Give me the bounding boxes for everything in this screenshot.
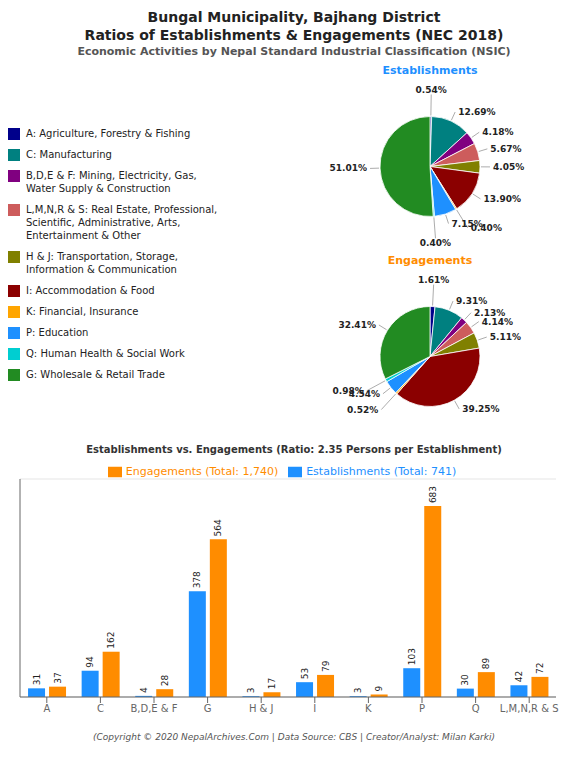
svg-text:K: K	[365, 703, 372, 714]
svg-text:4.05%: 4.05%	[493, 162, 524, 172]
svg-text:I: I	[313, 703, 316, 714]
svg-text:B,D,E & F: B,D,E & F	[130, 703, 177, 714]
svg-text:103: 103	[407, 648, 417, 665]
svg-text:4: 4	[139, 687, 149, 693]
svg-text:3: 3	[353, 687, 363, 693]
svg-text:3: 3	[246, 687, 256, 693]
svg-text:9: 9	[374, 685, 384, 691]
svg-text:0.40%: 0.40%	[470, 222, 502, 233]
svg-text:53: 53	[300, 668, 310, 679]
svg-text:79: 79	[321, 660, 331, 672]
html-text:Engagements: Engagements	[387, 254, 473, 267]
html-text:Establishments: Establishments	[382, 64, 478, 77]
html-text:Information & Communication: Information & Communication	[26, 264, 177, 275]
svg-text:13.90%: 13.90%	[483, 194, 521, 204]
html-text:Q: Human Health & Social Work: Q: Human Health & Social Work	[26, 348, 185, 359]
svg-text:51.01%: 51.01%	[330, 163, 368, 173]
html-text:Engagements (Total: 1,740): Engagements (Total: 1,740)	[125, 465, 279, 478]
html-text:B,D,E & F: Mining, Electricity: B,D,E & F: Mining, Electricity, Gas,	[26, 170, 197, 181]
svg-text:0.40%: 0.40%	[420, 238, 451, 248]
html-text:C: Manufacturing: C: Manufacturing	[26, 149, 112, 160]
svg-text:7.15%: 7.15%	[452, 219, 483, 229]
svg-text:4.18%: 4.18%	[482, 127, 513, 137]
svg-text:A: A	[43, 703, 50, 714]
html-text:Ratios of Establishments & Eng: Ratios of Establishments & Engagements (…	[84, 27, 504, 43]
svg-text:12.69%: 12.69%	[458, 107, 496, 117]
svg-text:31: 31	[32, 674, 42, 685]
svg-text:162: 162	[106, 632, 116, 649]
html-text:L,M,N,R & S: Real Estate, Prof: L,M,N,R & S: Real Estate, Professional,	[26, 204, 218, 215]
html-text:A: Agriculture, Forestry & Fis: A: Agriculture, Forestry & Fishing	[26, 128, 191, 139]
svg-text:0.54%: 0.54%	[416, 85, 447, 95]
svg-text:32.41%: 32.41%	[338, 320, 376, 330]
svg-text:564: 564	[213, 519, 223, 536]
html-text:Establishments (Total: 741): Establishments (Total: 741)	[306, 465, 457, 478]
svg-text:37: 37	[53, 672, 63, 683]
svg-text:39.25%: 39.25%	[462, 404, 500, 414]
svg-text:2.13%: 2.13%	[474, 307, 506, 318]
html-text:G: Wholesale & Retail Trade: G: Wholesale & Retail Trade	[26, 369, 165, 380]
html-text:Economic Activities by Nepal S: Economic Activities by Nepal Standard In…	[77, 45, 511, 58]
svg-text:9.31%: 9.31%	[456, 296, 487, 306]
html-text:Bungal Municipality, Bajhang D: Bungal Municipality, Bajhang District	[147, 9, 441, 25]
svg-text:5.67%: 5.67%	[490, 144, 521, 154]
svg-text:Q: Q	[472, 703, 480, 714]
svg-text:683: 683	[428, 486, 438, 503]
html-text:Scientific, Administrative, Ar: Scientific, Administrative, Arts,	[26, 217, 181, 228]
svg-text:89: 89	[481, 657, 491, 669]
svg-text:0.98%: 0.98%	[332, 386, 363, 396]
svg-text:4.14%: 4.14%	[482, 317, 513, 327]
svg-text:C: C	[97, 703, 104, 714]
svg-text:42: 42	[514, 671, 524, 682]
html-text:H & J: Transportation, Storage: H & J: Transportation, Storage,	[26, 251, 178, 262]
svg-text:4.54%: 4.54%	[348, 388, 380, 399]
svg-text:5.11%: 5.11%	[490, 332, 521, 342]
svg-text:17: 17	[267, 678, 277, 689]
svg-text:28: 28	[160, 674, 170, 686]
svg-text:H & J: H & J	[249, 703, 274, 714]
svg-text:72: 72	[535, 662, 545, 673]
html-text:P: Education: P: Education	[26, 327, 89, 338]
svg-text:P: P	[419, 703, 425, 714]
svg-text:G: G	[204, 703, 212, 714]
svg-text:94: 94	[85, 656, 95, 668]
svg-text:L,M,N,R & S: L,M,N,R & S	[500, 703, 559, 714]
html-text:(Copyright © 2020 NepalArchive: (Copyright © 2020 NepalArchives.Com | Da…	[93, 732, 495, 742]
html-text:I: Accommodation & Food: I: Accommodation & Food	[26, 285, 155, 296]
html-text:Water Supply & Construction: Water Supply & Construction	[26, 183, 171, 194]
svg-text:1.61%: 1.61%	[418, 275, 449, 285]
html-text:K: Financial, Insurance: K: Financial, Insurance	[26, 306, 139, 317]
svg-text:30: 30	[460, 674, 470, 686]
html-text:Establishments vs. Engagements: Establishments vs. Engagements (Ratio: 2…	[86, 444, 502, 455]
svg-text:0.52%: 0.52%	[347, 405, 378, 415]
svg-text:378: 378	[192, 571, 202, 588]
html-text:Entertainment & Other: Entertainment & Other	[26, 230, 141, 241]
